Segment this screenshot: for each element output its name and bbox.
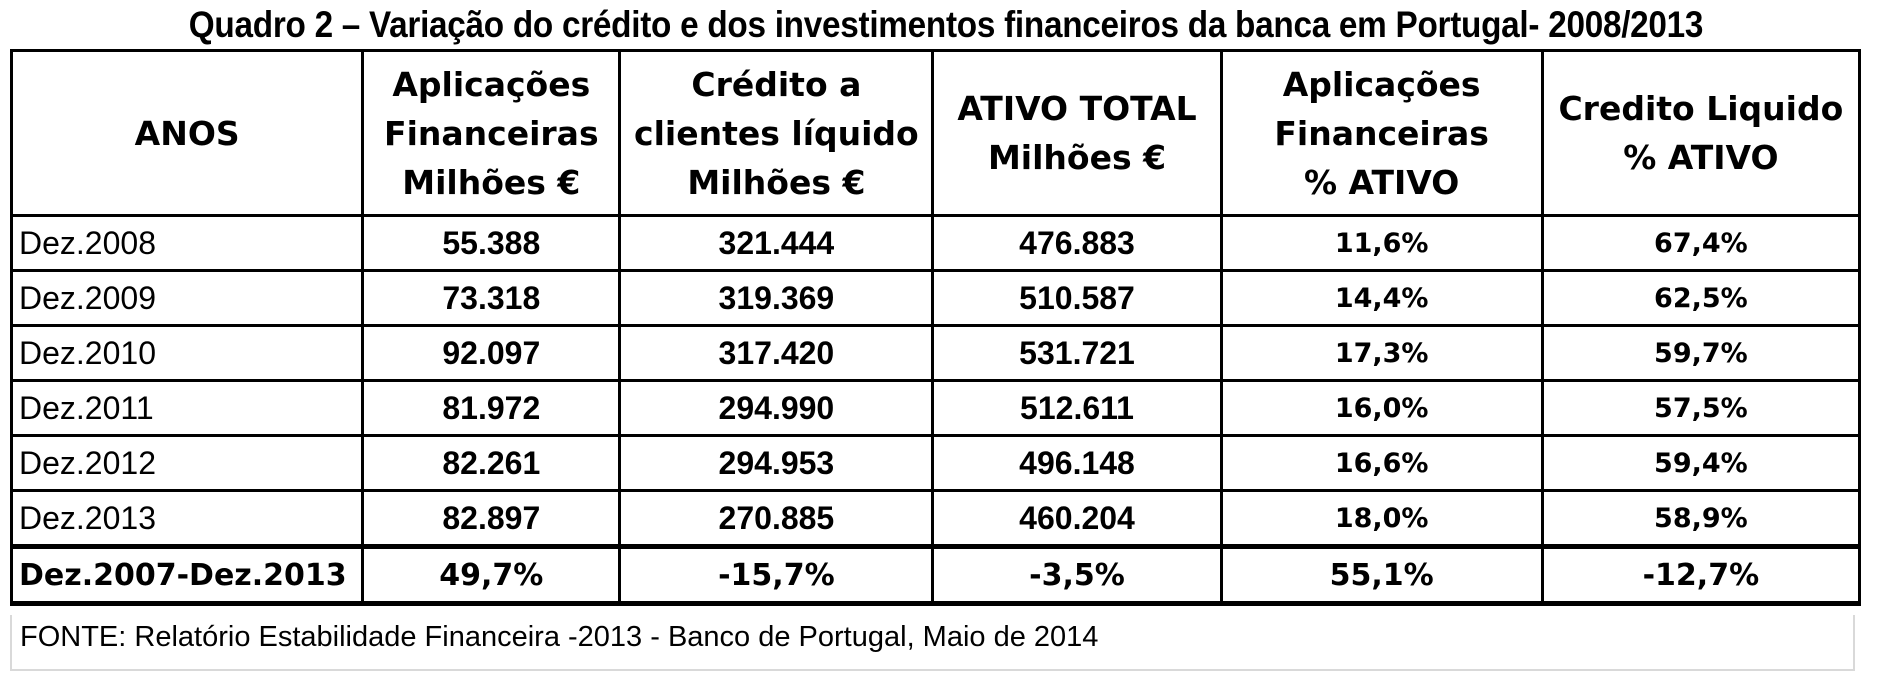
header-line: Aplicações [1282, 64, 1481, 104]
cell-year: Dez.2008 [9, 214, 365, 272]
cell-credito: 294.953 [618, 434, 935, 492]
cell-credito: 270.885 [618, 489, 935, 548]
header-credito-milhoes: Crédito a clientes líquido Milhões € [618, 49, 935, 217]
cell-year: Dez.2009 [9, 269, 365, 327]
cell-ativo: 512.611 [931, 379, 1223, 437]
header-line: Financeiras [384, 113, 599, 153]
cell-aplicacoes: 81.972 [361, 379, 622, 437]
table-row: Dez.2008 55.388 321.444 476.883 11,6% 67… [9, 214, 1862, 272]
data-table: ANOS Aplicações Financeiras Milhões € Cr… [9, 49, 1862, 606]
cell-aplicacoes: 92.097 [361, 324, 622, 382]
cell-credito-pct: 62,5% [1540, 269, 1862, 327]
total-row: Dez.2007-Dez.2013 49,7% -15,7% -3,5% 55,… [9, 544, 1862, 606]
cell-year: Dez.2013 [9, 489, 365, 548]
cell-credito-pct: 59,4% [1540, 434, 1862, 492]
cell-year: Dez.2012 [9, 434, 365, 492]
source-note: FONTE: Relatório Estabilidade Financeira… [10, 615, 1855, 671]
cell-total-credito-pct: -12,7% [1540, 544, 1862, 606]
cell-credito: 319.369 [618, 269, 935, 327]
cell-aplicacoes-pct: 17,3% [1219, 324, 1544, 382]
cell-ativo: 496.148 [931, 434, 1223, 492]
cell-total-credito: -15,7% [618, 544, 935, 606]
cell-year: Dez.2010 [9, 324, 365, 382]
header-line: Credito Liquido [1558, 89, 1844, 128]
cell-ativo: 510.587 [931, 269, 1223, 327]
header-line: % ATIVO [1623, 138, 1779, 177]
header-line: % ATIVO [1303, 162, 1460, 202]
cell-aplicacoes: 55.388 [361, 214, 622, 272]
table-row: Dez.2013 82.897 270.885 460.204 18,0% 58… [9, 489, 1862, 548]
cell-aplicacoes-pct: 11,6% [1219, 214, 1544, 272]
cell-total-ativo: -3,5% [931, 544, 1223, 606]
header-line: Milhões € [402, 162, 581, 202]
header-line: Aplicações [392, 64, 591, 104]
header-row: ANOS Aplicações Financeiras Milhões € Cr… [9, 49, 1862, 217]
cell-total-period: Dez.2007-Dez.2013 [9, 544, 365, 606]
table-row: Dez.2011 81.972 294.990 512.611 16,0% 57… [9, 379, 1862, 437]
cell-aplicacoes-pct: 16,0% [1219, 379, 1544, 437]
header-line: Milhões € [687, 162, 866, 202]
cell-credito-pct: 57,5% [1540, 379, 1862, 437]
cell-ativo: 476.883 [931, 214, 1223, 272]
table-title: Quadro 2 – Variação do crédito e dos inv… [188, 4, 1704, 45]
table-row: Dez.2012 82.261 294.953 496.148 16,6% 59… [9, 434, 1862, 492]
cell-total-aplicacoes-pct: 55,1% [1219, 544, 1544, 606]
header-anos: ANOS [9, 49, 365, 217]
header-credito-pct: Credito Liquido % ATIVO [1540, 49, 1862, 217]
header-line: ATIVO TOTAL [957, 89, 1197, 128]
cell-aplicacoes-pct: 18,0% [1219, 489, 1544, 548]
header-aplicacoes-milhoes: Aplicações Financeiras Milhões € [361, 49, 622, 217]
cell-aplicacoes: 82.897 [361, 489, 622, 548]
table-row: Dez.2009 73.318 319.369 510.587 14,4% 62… [9, 269, 1862, 327]
cell-ativo: 531.721 [931, 324, 1223, 382]
header-line: Crédito a [691, 64, 862, 104]
cell-aplicacoes-pct: 14,4% [1219, 269, 1544, 327]
cell-year: Dez.2011 [9, 379, 365, 437]
table-row: Dez.2010 92.097 317.420 531.721 17,3% 59… [9, 324, 1862, 382]
cell-credito: 321.444 [618, 214, 935, 272]
cell-aplicacoes: 82.261 [361, 434, 622, 492]
cell-credito-pct: 67,4% [1540, 214, 1862, 272]
header-ativo-total: ATIVO TOTAL Milhões € [931, 49, 1223, 217]
header-aplicacoes-pct: Aplicações Financeiras % ATIVO [1219, 49, 1544, 217]
header-line: Financeiras [1274, 113, 1489, 153]
cell-ativo: 460.204 [931, 489, 1223, 548]
cell-total-aplicacoes: 49,7% [361, 544, 622, 606]
cell-credito-pct: 59,7% [1540, 324, 1862, 382]
cell-credito-pct: 58,9% [1540, 489, 1862, 548]
cell-aplicacoes: 73.318 [361, 269, 622, 327]
header-line: Milhões € [987, 138, 1167, 177]
cell-credito: 294.990 [618, 379, 935, 437]
table-container: ANOS Aplicações Financeiras Milhões € Cr… [9, 49, 1862, 606]
cell-aplicacoes-pct: 16,6% [1219, 434, 1544, 492]
cell-credito: 317.420 [618, 324, 935, 382]
header-line: clientes líquido [634, 113, 919, 153]
